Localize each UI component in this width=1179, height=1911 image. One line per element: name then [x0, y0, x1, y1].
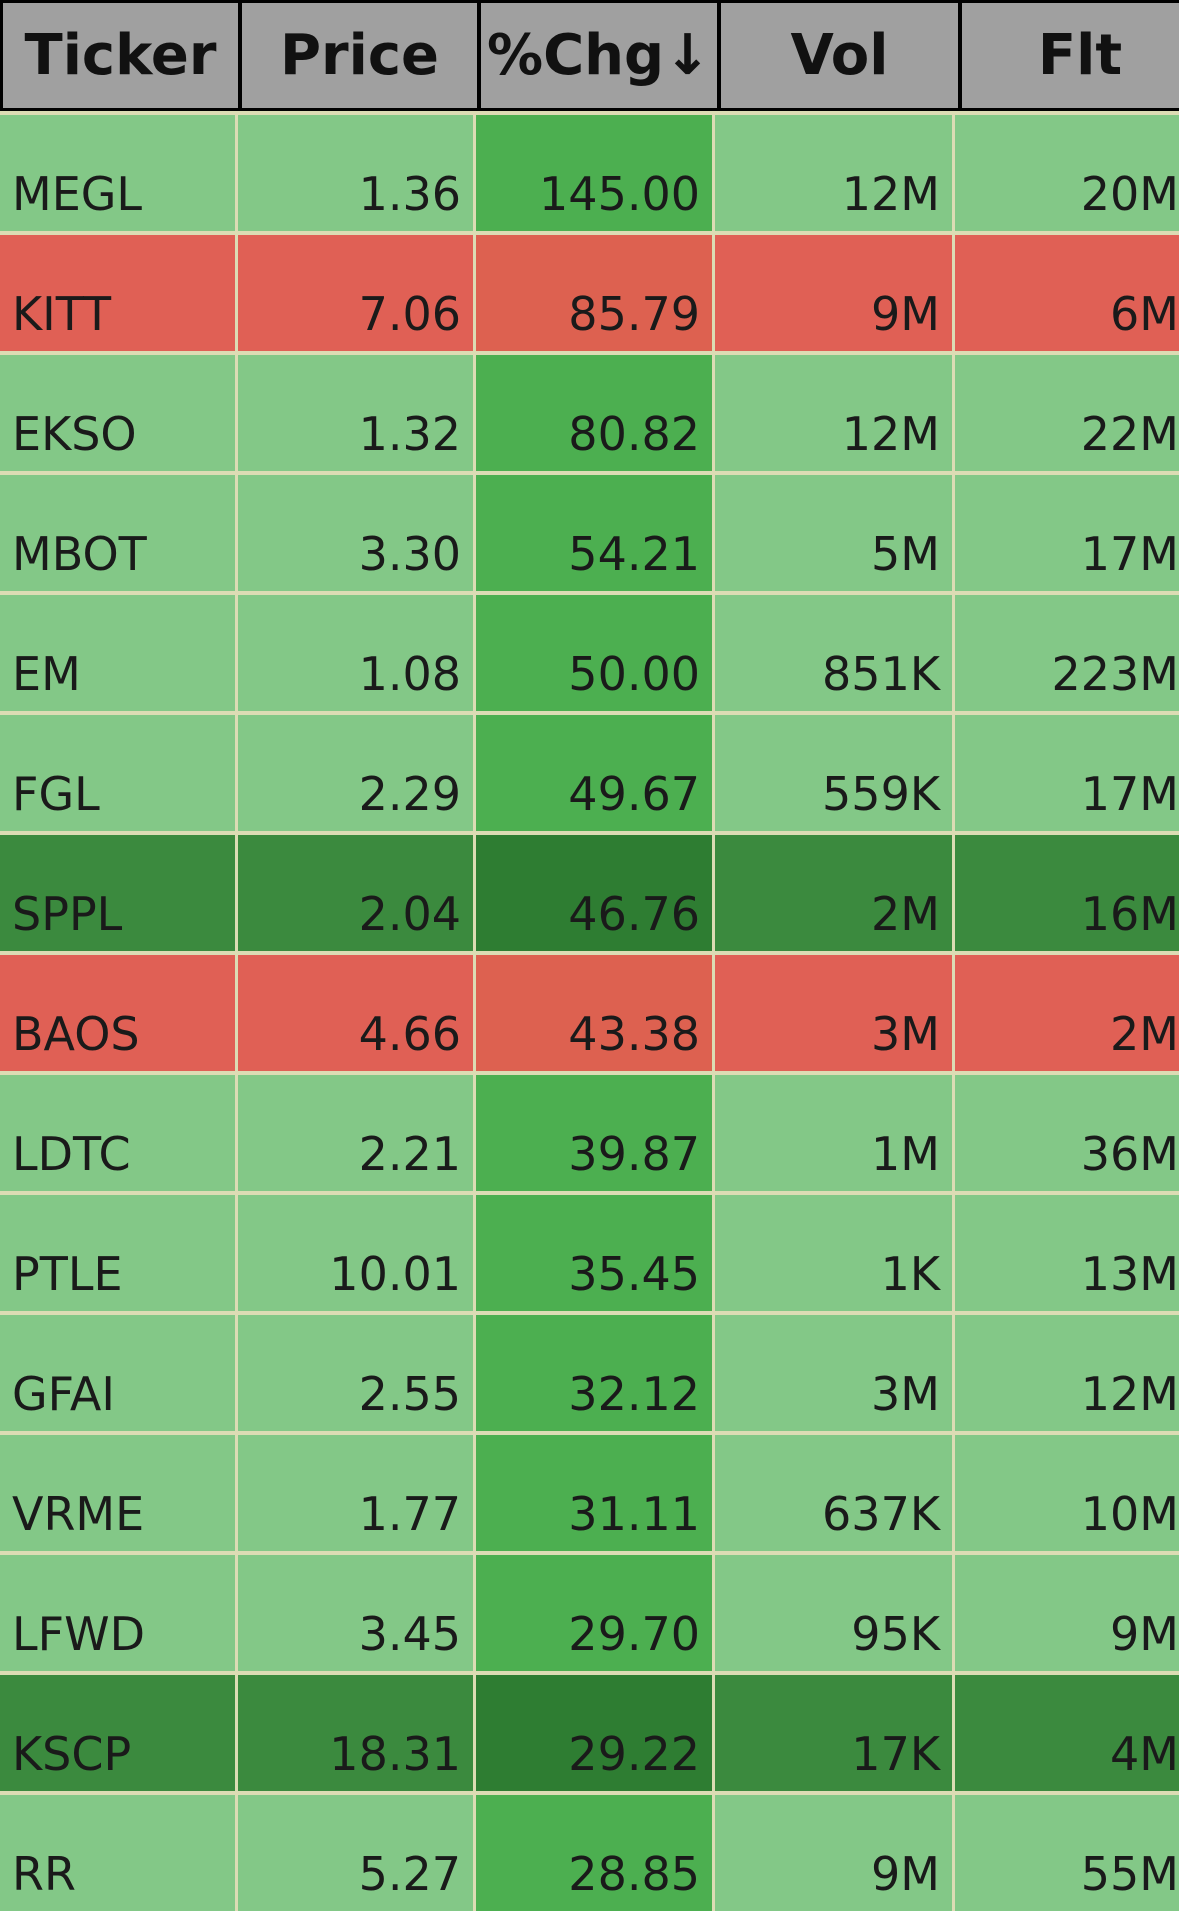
value-cell: 28.85	[476, 1795, 712, 1911]
value-cell: 3M	[715, 1315, 952, 1431]
ticker-cell[interactable]: KSCP	[0, 1675, 235, 1791]
value-cell: 54.21	[476, 475, 712, 591]
value-cell: 5M	[715, 475, 952, 591]
value-cell: 9M	[715, 1795, 952, 1911]
ticker-cell[interactable]: GFAI	[0, 1315, 235, 1431]
value-cell: 3M	[715, 955, 952, 1071]
value-cell: 29.70	[476, 1555, 712, 1671]
value-cell: 1.36	[238, 115, 473, 231]
value-cell: 32.12	[476, 1315, 712, 1431]
value-cell: 4M	[955, 1675, 1179, 1791]
value-cell: 9M	[715, 235, 952, 351]
value-cell: 17M	[955, 715, 1179, 831]
value-cell: 29.22	[476, 1675, 712, 1791]
value-cell: 12M	[715, 115, 952, 231]
ticker-cell[interactable]: RR	[0, 1795, 235, 1911]
column-header[interactable]: %Chg↓	[481, 3, 717, 108]
value-cell: 7.06	[238, 235, 473, 351]
value-cell: 12M	[715, 355, 952, 471]
value-cell: 49.67	[476, 715, 712, 831]
ticker-cell[interactable]: PTLE	[0, 1195, 235, 1311]
value-cell: 851K	[715, 595, 952, 711]
value-cell: 16M	[955, 835, 1179, 951]
value-cell: 50.00	[476, 595, 712, 711]
value-cell: 46.76	[476, 835, 712, 951]
value-cell: 1.77	[238, 1435, 473, 1551]
value-cell: 2.55	[238, 1315, 473, 1431]
value-cell: 559K	[715, 715, 952, 831]
value-cell: 95K	[715, 1555, 952, 1671]
value-cell: 9M	[955, 1555, 1179, 1671]
ticker-cell[interactable]: MBOT	[0, 475, 235, 591]
table-header: Ticker Price %Chg↓ Vol Flt	[0, 0, 1179, 111]
value-cell: 55M	[955, 1795, 1179, 1911]
value-cell: 3.45	[238, 1555, 473, 1671]
ticker-cell[interactable]: LDTC	[0, 1075, 235, 1191]
value-cell: 10.01	[238, 1195, 473, 1311]
value-cell: 36M	[955, 1075, 1179, 1191]
value-cell: 2.29	[238, 715, 473, 831]
value-cell: 17M	[955, 475, 1179, 591]
ticker-cell[interactable]: VRME	[0, 1435, 235, 1551]
value-cell: 18.31	[238, 1675, 473, 1791]
value-cell: 223M	[955, 595, 1179, 711]
ticker-cell[interactable]: EKSO	[0, 355, 235, 471]
value-cell: 80.82	[476, 355, 712, 471]
value-cell: 22M	[955, 355, 1179, 471]
value-cell: 2.04	[238, 835, 473, 951]
column-header[interactable]: Flt	[962, 3, 1179, 108]
column-header[interactable]: Ticker	[3, 3, 238, 108]
value-cell: 10M	[955, 1435, 1179, 1551]
ticker-cell[interactable]: MEGL	[0, 115, 235, 231]
value-cell: 637K	[715, 1435, 952, 1551]
ticker-cell[interactable]: EM	[0, 595, 235, 711]
value-cell: 4.66	[238, 955, 473, 1071]
value-cell: 35.45	[476, 1195, 712, 1311]
value-cell: 6M	[955, 235, 1179, 351]
value-cell: 5.27	[238, 1795, 473, 1911]
value-cell: 145.00	[476, 115, 712, 231]
value-cell: 3.30	[238, 475, 473, 591]
value-cell: 2M	[715, 835, 952, 951]
column-header[interactable]: Vol	[721, 3, 958, 108]
ticker-cell[interactable]: KITT	[0, 235, 235, 351]
value-cell: 85.79	[476, 235, 712, 351]
ticker-cell[interactable]: SPPL	[0, 835, 235, 951]
value-cell: 1.08	[238, 595, 473, 711]
value-cell: 1.32	[238, 355, 473, 471]
ticker-cell[interactable]: FGL	[0, 715, 235, 831]
ticker-cell[interactable]: LFWD	[0, 1555, 235, 1671]
value-cell: 39.87	[476, 1075, 712, 1191]
value-cell: 2M	[955, 955, 1179, 1071]
value-cell: 20M	[955, 115, 1179, 231]
value-cell: 1M	[715, 1075, 952, 1191]
value-cell: 2.21	[238, 1075, 473, 1191]
value-cell: 13M	[955, 1195, 1179, 1311]
value-cell: 43.38	[476, 955, 712, 1071]
value-cell: 12M	[955, 1315, 1179, 1431]
value-cell: 1K	[715, 1195, 952, 1311]
column-header[interactable]: Price	[242, 3, 477, 108]
ticker-cell[interactable]: BAOS	[0, 955, 235, 1071]
table-body: MEGL 1.36 145.00 12M 20M KITT 7.06 85.79 9M 6M EKS…	[0, 111, 1179, 1911]
value-cell: 31.11	[476, 1435, 712, 1551]
value-cell: 17K	[715, 1675, 952, 1791]
